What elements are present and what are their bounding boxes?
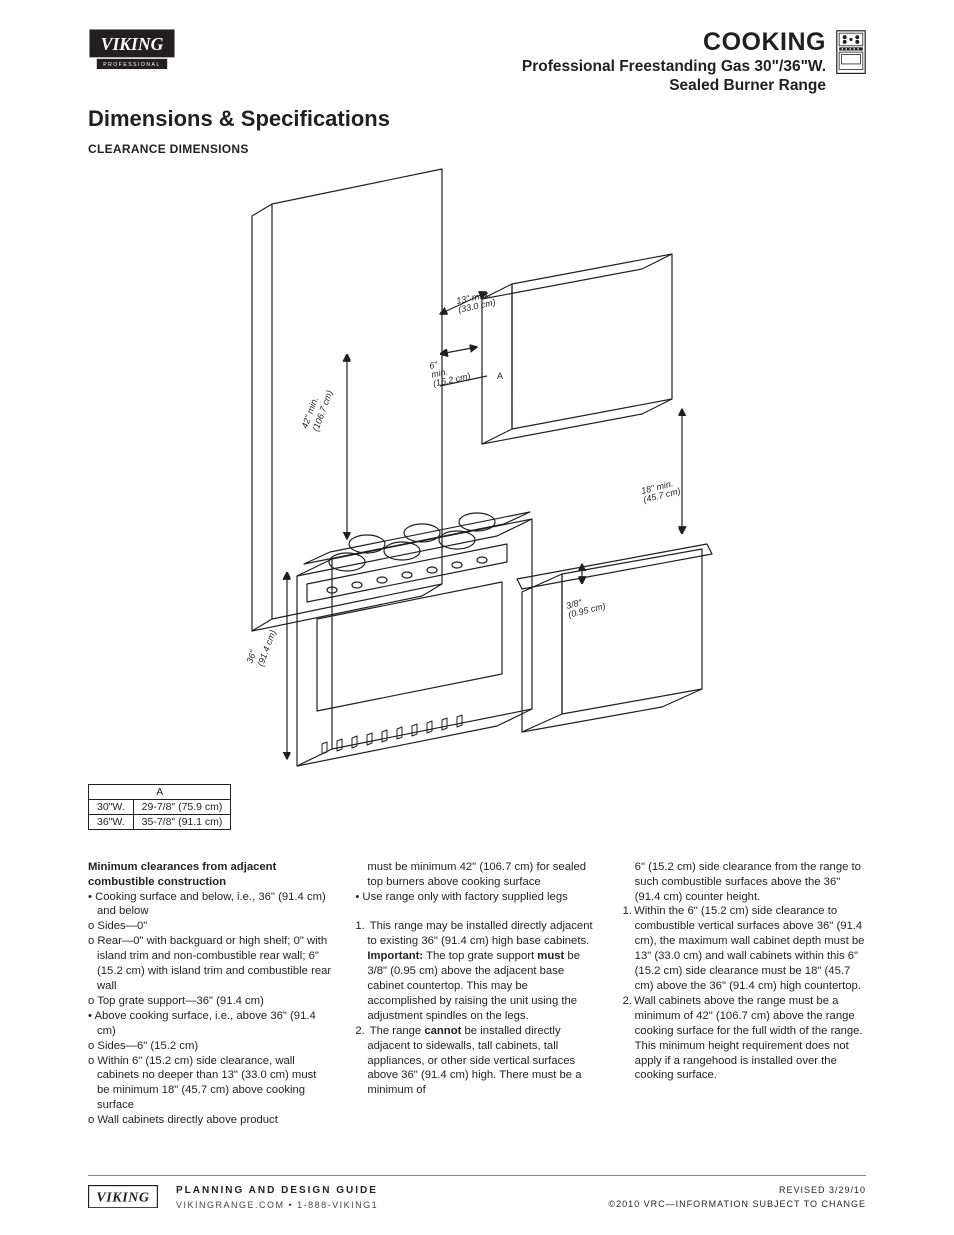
footer-revised: REVISED 3/29/10 [608,1184,866,1198]
sub-bullet: Sides—0" [88,919,331,934]
page-header: VIKING PROFESSIONAL COOKING Professional… [88,28,866,96]
bullet: Above cooking surface, i.e., above 36" (… [88,1009,331,1039]
svg-text:13" max.(33.0 cm): 13" max.(33.0 cm) [455,288,496,314]
page-footer: VIKING PLANNING AND DESIGN GUIDE VIKINGR… [88,1175,866,1211]
svg-text:VIKING: VIKING [96,1190,149,1205]
header-product-line1: Professional Freestanding Gas 30"/36"W. [522,57,826,76]
clearance-diagram: 13" max.(33.0 cm) 6"min.(15.2 cm) A 42" … [212,164,742,804]
numbered-item: This range may be installed directly adj… [355,919,598,1023]
footer-contact: VIKINGRANGE.COM • 1-888-VIKING1 [176,1200,590,1210]
sub-bullet: Sides—6" (15.2 cm) [88,1039,331,1054]
svg-text:VIKING: VIKING [101,34,164,54]
dim-row-v: 35-7/8" (91.1 cm) [133,814,231,829]
svg-text:18" min.(45.7 cm): 18" min.(45.7 cm) [640,477,681,505]
svg-text:A: A [497,371,503,381]
svg-text:6"min.(15.2 cm): 6"min.(15.2 cm) [428,353,471,388]
brand-logo-top: VIKING PROFESSIONAL [88,28,176,77]
header-category: COOKING [522,28,826,57]
numbered-item: The range cannot be installed directly a… [355,1024,598,1099]
continuation-text: 6" (15.2 cm) side clearance from the ran… [623,860,866,905]
dim-table-header: A [89,784,231,799]
notes-col-3: 6" (15.2 cm) side clearance from the ran… [623,860,866,1128]
product-icon [836,30,866,79]
section-title: Dimensions & Specifications [88,106,866,132]
notes-columns: Minimum clearances from adjacent combust… [88,860,866,1128]
dim-row-v: 29-7/8" (75.9 cm) [133,799,231,814]
svg-text:(91.4 cm): (91.4 cm) [255,628,277,667]
footer-guide-label: PLANNING AND DESIGN GUIDE [176,1185,590,1196]
notes-col-1: Minimum clearances from adjacent combust… [88,860,331,1128]
bullet: Use range only with factory supplied leg… [355,890,598,905]
dim-row-w: 30"W. [89,799,134,814]
notes-col-2: must be minimum 42" (106.7 cm) for seale… [355,860,598,1128]
subheading: CLEARANCE DIMENSIONS [88,142,866,156]
header-product-line2: Sealed Burner Range [522,76,826,95]
continuation-text: must be minimum 42" (106.7 cm) for seale… [355,860,598,890]
clearance-diagram-area: 13" max.(33.0 cm) 6"min.(15.2 cm) A 42" … [88,164,866,824]
numbered-item: Within the 6" (15.2 cm) side clearance t… [623,904,866,993]
brand-logo-footer: VIKING [88,1185,158,1210]
numbered-item: Wall cabinets above the range must be a … [623,994,866,1083]
footer-copyright: ©2010 VRC—INFORMATION SUBJECT TO CHANGE [608,1198,866,1212]
bullet: Cooking surface and below, i.e., 36" (91… [88,890,331,920]
dimension-table: A 30"W. 29-7/8" (75.9 cm) 36"W. 35-7/8" … [88,784,231,830]
notes-lead: Minimum clearances from adjacent combust… [88,860,331,890]
sub-bullet: Top grate support—36" (91.4 cm) [88,994,331,1009]
svg-text:3/8"(0.95 cm): 3/8"(0.95 cm) [565,592,606,620]
sub-bullet: Within 6" (15.2 cm) side clearance, wall… [88,1054,331,1114]
sub-bullet: Wall cabinets directly above product [88,1113,331,1128]
sub-bullet: Rear—0" with backguard or high shelf; 0"… [88,934,331,994]
dim-row-w: 36"W. [89,814,134,829]
svg-text:PROFESSIONAL: PROFESSIONAL [103,62,160,68]
